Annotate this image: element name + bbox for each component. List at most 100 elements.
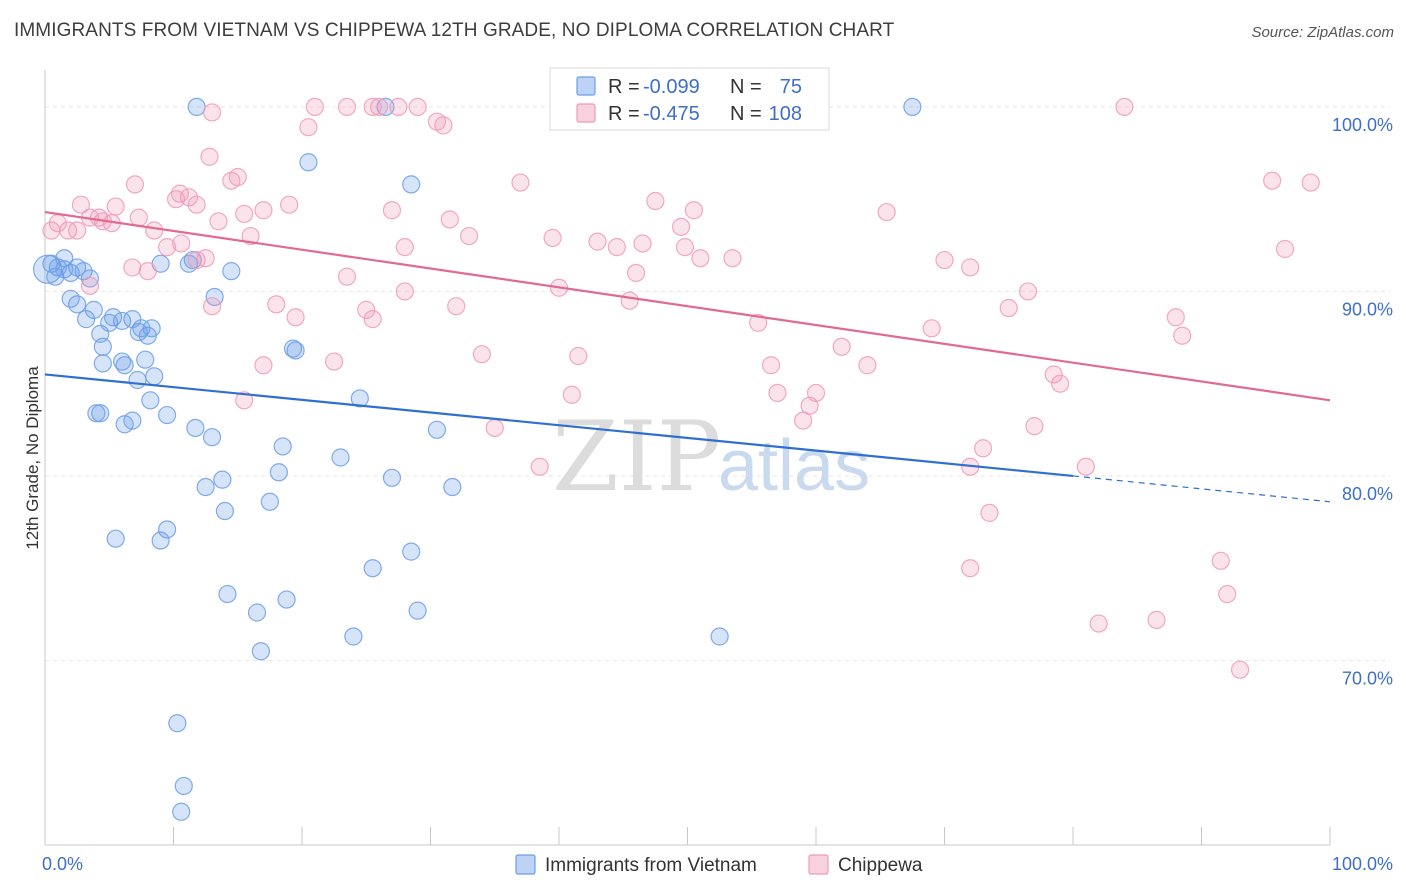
vietnam-point (213, 470, 232, 489)
bottom-legend-label-vietnam: Immigrants from Vietnam (545, 855, 757, 876)
vietnam-point (402, 175, 421, 194)
chippewa-point (877, 202, 896, 222)
vietnam-point (157, 520, 177, 539)
legend-n-label-chippewa: N = (730, 103, 762, 125)
chippewa-point (357, 300, 376, 319)
vietnam-point (141, 391, 160, 410)
chippewa-point (646, 191, 665, 211)
bottom-legend-swatch-vietnam (515, 854, 536, 875)
chippewa-point (447, 297, 466, 316)
chippewa-point (749, 313, 768, 332)
vietnam-point (91, 404, 110, 423)
vietnam-point (251, 642, 270, 661)
chippewa-point (1275, 239, 1295, 259)
trend-lines (44, 210, 1331, 503)
bottom-legend-swatch-chippewa (808, 854, 829, 875)
chippewa-point (235, 391, 254, 410)
chippewa-point (138, 262, 157, 281)
chippewa-point (588, 232, 607, 251)
chippewa-point (202, 103, 222, 122)
vietnam-point (106, 529, 125, 548)
vietnam-point (903, 97, 922, 117)
vietnam-point (77, 310, 96, 329)
chippewa-point (1115, 97, 1134, 117)
vietnam-point (151, 531, 170, 550)
chippewa-point (305, 97, 324, 117)
x-tick-label-max: 100.0% (1332, 854, 1393, 874)
chippewa-point (935, 250, 954, 270)
vietnam-point (168, 714, 187, 733)
chippewa-point (440, 210, 459, 229)
vietnam-point (427, 420, 447, 439)
chippewa-point (200, 147, 219, 166)
legend-box (549, 67, 830, 131)
vietnam-point (80, 269, 100, 288)
chippewa-point (543, 228, 562, 248)
chippewa-point (363, 97, 382, 117)
vietnam-point (129, 322, 148, 342)
chippewa-point (1173, 326, 1192, 345)
chippewa-point (530, 457, 549, 476)
chippewa-point (129, 208, 148, 227)
chippewa-point (1263, 171, 1282, 190)
chippewa-point (1301, 173, 1320, 192)
chippewa-point (562, 385, 581, 404)
vietnam-point (104, 308, 123, 327)
chippewa-point (267, 295, 286, 314)
vietnam-point (273, 437, 292, 456)
vietnam-point (382, 468, 402, 487)
chippewa-point (408, 97, 427, 117)
legend-r-value-chippewa: -0.475 (643, 103, 700, 125)
vietnam-point (247, 603, 267, 622)
chippewa-point (832, 337, 851, 356)
chippewa-point (434, 116, 453, 135)
chippewa-point (280, 195, 299, 214)
chippewa-point (1218, 584, 1237, 604)
vietnam-point (68, 295, 87, 314)
vietnam-point (260, 492, 279, 511)
chippewa-point (607, 238, 626, 257)
chippewa-point (325, 352, 344, 371)
bottom-legend-label-chippewa: Chippewa (838, 855, 923, 876)
vietnam-point (443, 477, 462, 497)
chippewa-point (286, 308, 305, 327)
vietnam-point (363, 559, 382, 578)
x-tick-label-min: 0.0% (42, 854, 83, 874)
watermark-zip: ZIP (552, 401, 721, 513)
chippewa-point (254, 356, 273, 375)
chippewa-point (395, 282, 414, 301)
legend-swatch-vietnam (576, 76, 596, 96)
vietnam-point (138, 326, 157, 345)
watermark: ZIP atlas (552, 401, 870, 513)
vietnam-point (218, 584, 237, 604)
chippewa-point (806, 383, 826, 403)
chippewa-point (337, 267, 357, 286)
chippewa-point (172, 234, 191, 253)
chippewa-point (1044, 365, 1063, 384)
chippewa-point (1076, 457, 1095, 476)
chippewa-point (620, 291, 639, 310)
vietnam-point (202, 428, 222, 447)
chippewa-point (389, 97, 408, 117)
chippewa-point (179, 188, 199, 207)
chippewa-trend-line (44, 210, 1331, 402)
chippewa-point (68, 221, 87, 240)
chippewa-point (961, 559, 980, 578)
chippewa-point (961, 258, 980, 277)
vietnam-point (93, 337, 112, 356)
vietnam-point (128, 370, 147, 390)
chippewa-point (337, 97, 357, 117)
chart-title: IMMIGRANTS FROM VIETNAM VS CHIPPEWA 12TH… (14, 20, 895, 41)
vietnam-point (215, 501, 234, 521)
vietnam-point (331, 448, 350, 467)
chippewa-point (106, 197, 125, 216)
vietnam-point (402, 542, 421, 561)
chippewa-point (1230, 660, 1250, 679)
chippewa-point (1018, 282, 1038, 301)
chippewa-point (254, 201, 273, 220)
legend-r-label-vietnam: R = (608, 76, 640, 98)
series-legend: Immigrants from Vietnam Chippewa (515, 854, 923, 876)
chippewa-point (1211, 551, 1230, 570)
vietnam-point (136, 350, 155, 369)
